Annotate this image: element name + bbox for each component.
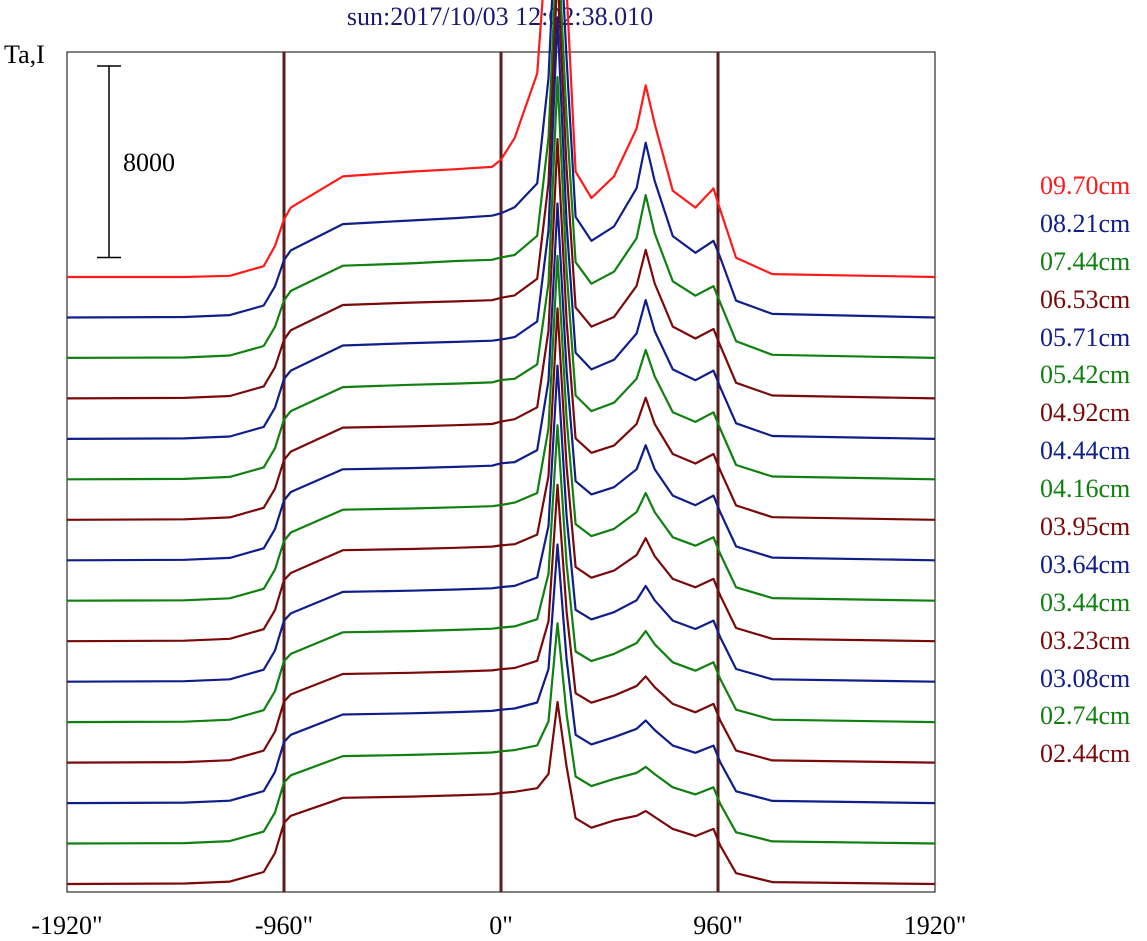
legend-item: 04.44cm [1040,436,1131,466]
series-line [66,254,936,602]
series-line [67,0,936,279]
legend-item: 03.64cm [1040,549,1131,579]
series-line [66,700,936,886]
series-line [66,0,936,400]
legend-item: 03.95cm [1040,512,1131,542]
series-line [66,0,936,359]
legend-item: 04.92cm [1040,398,1131,428]
legend-item: 05.71cm [1040,322,1131,352]
series-line [66,16,936,440]
legend-item: 03.44cm [1040,587,1131,617]
legend: 09.70cm 08.21cm 07.44cm 06.53cm 05.71cm 05.42… [1040,168,1130,774]
series-line [66,424,936,724]
series-line [66,483,936,764]
x-tick-label: -960" [255,911,313,940]
y-axis-label: Ta,I [4,40,45,69]
legend-item: 02.74cm [1040,701,1131,731]
legend-item: 06.53cm [1040,284,1131,314]
series-line [66,202,936,562]
legend-item: 05.42cm [1040,360,1131,390]
scale-bar-label: 8000 [123,148,175,177]
series-line [66,364,936,683]
series-line [66,543,936,805]
legend-item: 07.44cm [1040,246,1131,276]
legend-item: 02.44cm [1040,739,1131,769]
x-tick-label: -1920" [31,911,102,940]
legend-item: 08.21cm [1040,208,1131,238]
legend-item: 04.16cm [1040,474,1131,504]
legend-item: 03.23cm [1040,625,1131,655]
series-line [66,0,936,319]
legend-item: 03.08cm [1040,663,1131,693]
series-line [66,307,936,643]
x-tick-label: 960" [693,911,743,940]
series-line [66,138,936,521]
x-tick-label: 1920" [904,911,967,940]
series-line [66,75,936,481]
chart-title: sun:2017/10/03 12:02:38.010 [346,2,654,31]
x-tick-label: 0" [489,911,513,940]
legend-item: 09.70cm [1040,171,1131,200]
series-line [66,622,936,845]
